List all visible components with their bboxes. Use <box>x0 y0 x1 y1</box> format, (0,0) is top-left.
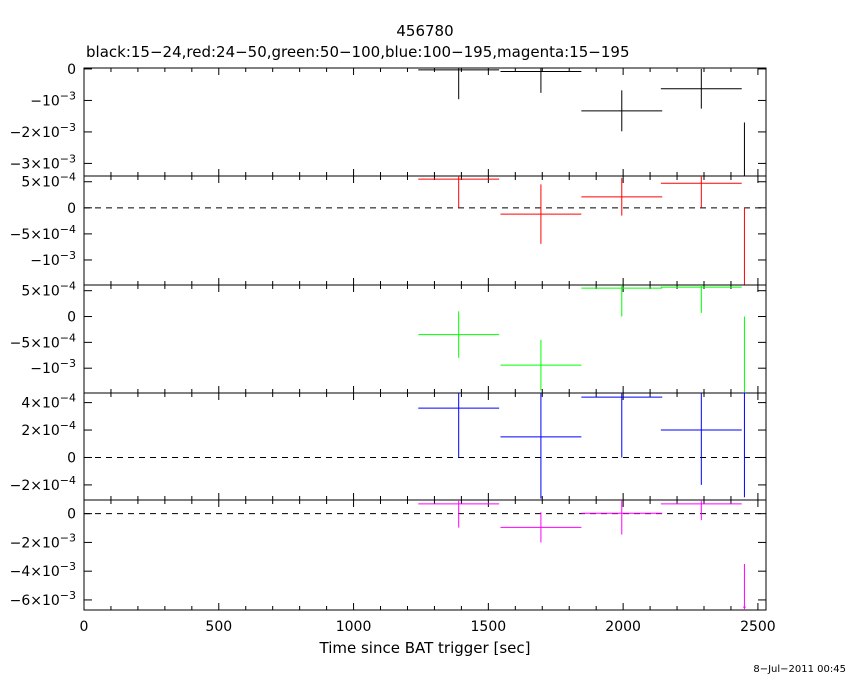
x-tick-label: 0 <box>80 619 89 635</box>
y-tick-label: 5×10−4 <box>21 171 76 191</box>
panel-frame <box>83 392 767 501</box>
timestamp: 8−Jul−2011 00:45 <box>753 664 846 675</box>
y-tick-label: 0 <box>67 310 76 326</box>
x-tick-label: 2000 <box>605 619 641 635</box>
panel-frame <box>83 284 767 394</box>
chart-title: 456780 <box>396 22 454 40</box>
y-tick-label: −5×10−4 <box>10 331 76 351</box>
panel-frame <box>83 175 767 286</box>
y-tick-label: −10−3 <box>30 249 76 269</box>
y-tick-label: 0 <box>67 201 76 217</box>
y-tick-label: 5×10−4 <box>21 280 76 300</box>
y-tick-label: −10−3 <box>30 89 76 109</box>
chart-subtitle: black:15−24,red:24−50,green:50−100,blue:… <box>86 43 630 61</box>
y-tick-label: 4×10−4 <box>21 392 76 412</box>
y-tick-label: 0 <box>67 450 76 466</box>
y-tick-label: −6×10−3 <box>10 589 76 609</box>
y-tick-label: −4×10−3 <box>10 560 76 580</box>
y-tick-label: −2×10−3 <box>10 121 76 141</box>
panel-frame <box>83 499 767 611</box>
x-axis-label: Time since BAT trigger [sec] <box>319 639 531 657</box>
y-tick-label: −2×10−3 <box>10 531 76 551</box>
x-tick-label: 1500 <box>471 619 507 635</box>
x-tick-label: 1000 <box>336 619 372 635</box>
x-tick-label: 2500 <box>740 619 776 635</box>
y-tick-label: −5×10−4 <box>10 223 76 243</box>
y-tick-label: −2×10−4 <box>10 474 76 494</box>
panel-frame <box>83 67 767 177</box>
y-tick-label: 0 <box>67 62 76 78</box>
y-tick-label: 2×10−4 <box>21 419 76 439</box>
y-tick-label: 0 <box>67 507 76 523</box>
x-tick-label: 500 <box>205 619 232 635</box>
y-tick-label: −10−3 <box>30 357 76 377</box>
y-tick-label: −3×10−3 <box>10 152 76 172</box>
